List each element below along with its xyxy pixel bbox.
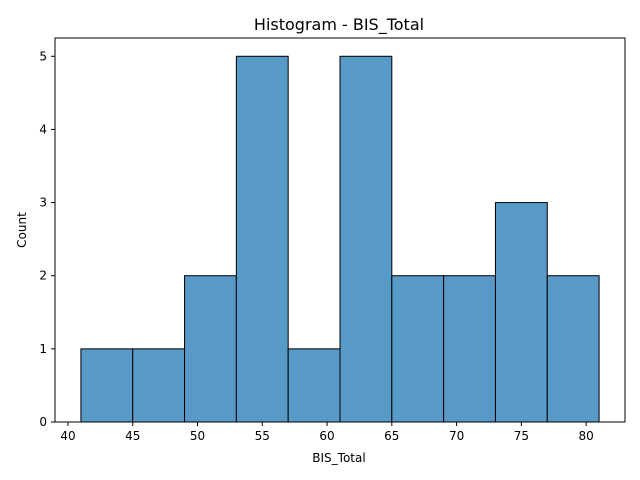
- x-tick-label: 60: [319, 429, 334, 443]
- histogram-bar: [546, 275, 600, 423]
- histogram-bar: [339, 55, 393, 423]
- x-tick-label: 50: [190, 429, 205, 443]
- x-axis-label: BIS_Total: [312, 451, 365, 465]
- x-tick-label: 65: [384, 429, 399, 443]
- plot-frame: [54, 37, 626, 423]
- y-tick-label: 2: [39, 269, 47, 283]
- x-tick-label: 75: [514, 429, 529, 443]
- y-tick-label: 5: [39, 49, 47, 63]
- histogram-bar: [443, 275, 496, 423]
- x-tick-label: 70: [449, 429, 464, 443]
- chart-title: Histogram - BIS_Total: [254, 15, 424, 35]
- y-axis-ticks: 0 1 2 3 4 5: [39, 49, 55, 429]
- histogram-bar: [494, 202, 548, 423]
- x-tick-label: 55: [255, 429, 270, 443]
- x-axis-ticks: 40 45 50 55 60 65 70 75 80: [60, 422, 594, 443]
- bars-group: [80, 55, 600, 423]
- histogram-bar: [184, 275, 237, 423]
- y-tick-label: 1: [39, 342, 47, 356]
- y-tick-label: 0: [39, 415, 47, 429]
- x-tick-label: 80: [578, 429, 593, 443]
- x-tick-label: 45: [125, 429, 140, 443]
- y-tick-label: 4: [39, 122, 47, 136]
- x-tick-label: 40: [60, 429, 75, 443]
- y-axis-label: Count: [15, 212, 29, 248]
- histogram-bar: [80, 348, 134, 423]
- histogram-bar: [235, 55, 289, 423]
- y-tick-label: 3: [39, 196, 47, 210]
- histogram-bar: [391, 275, 445, 423]
- histogram-bar: [132, 348, 186, 423]
- histogram-bar: [287, 348, 341, 423]
